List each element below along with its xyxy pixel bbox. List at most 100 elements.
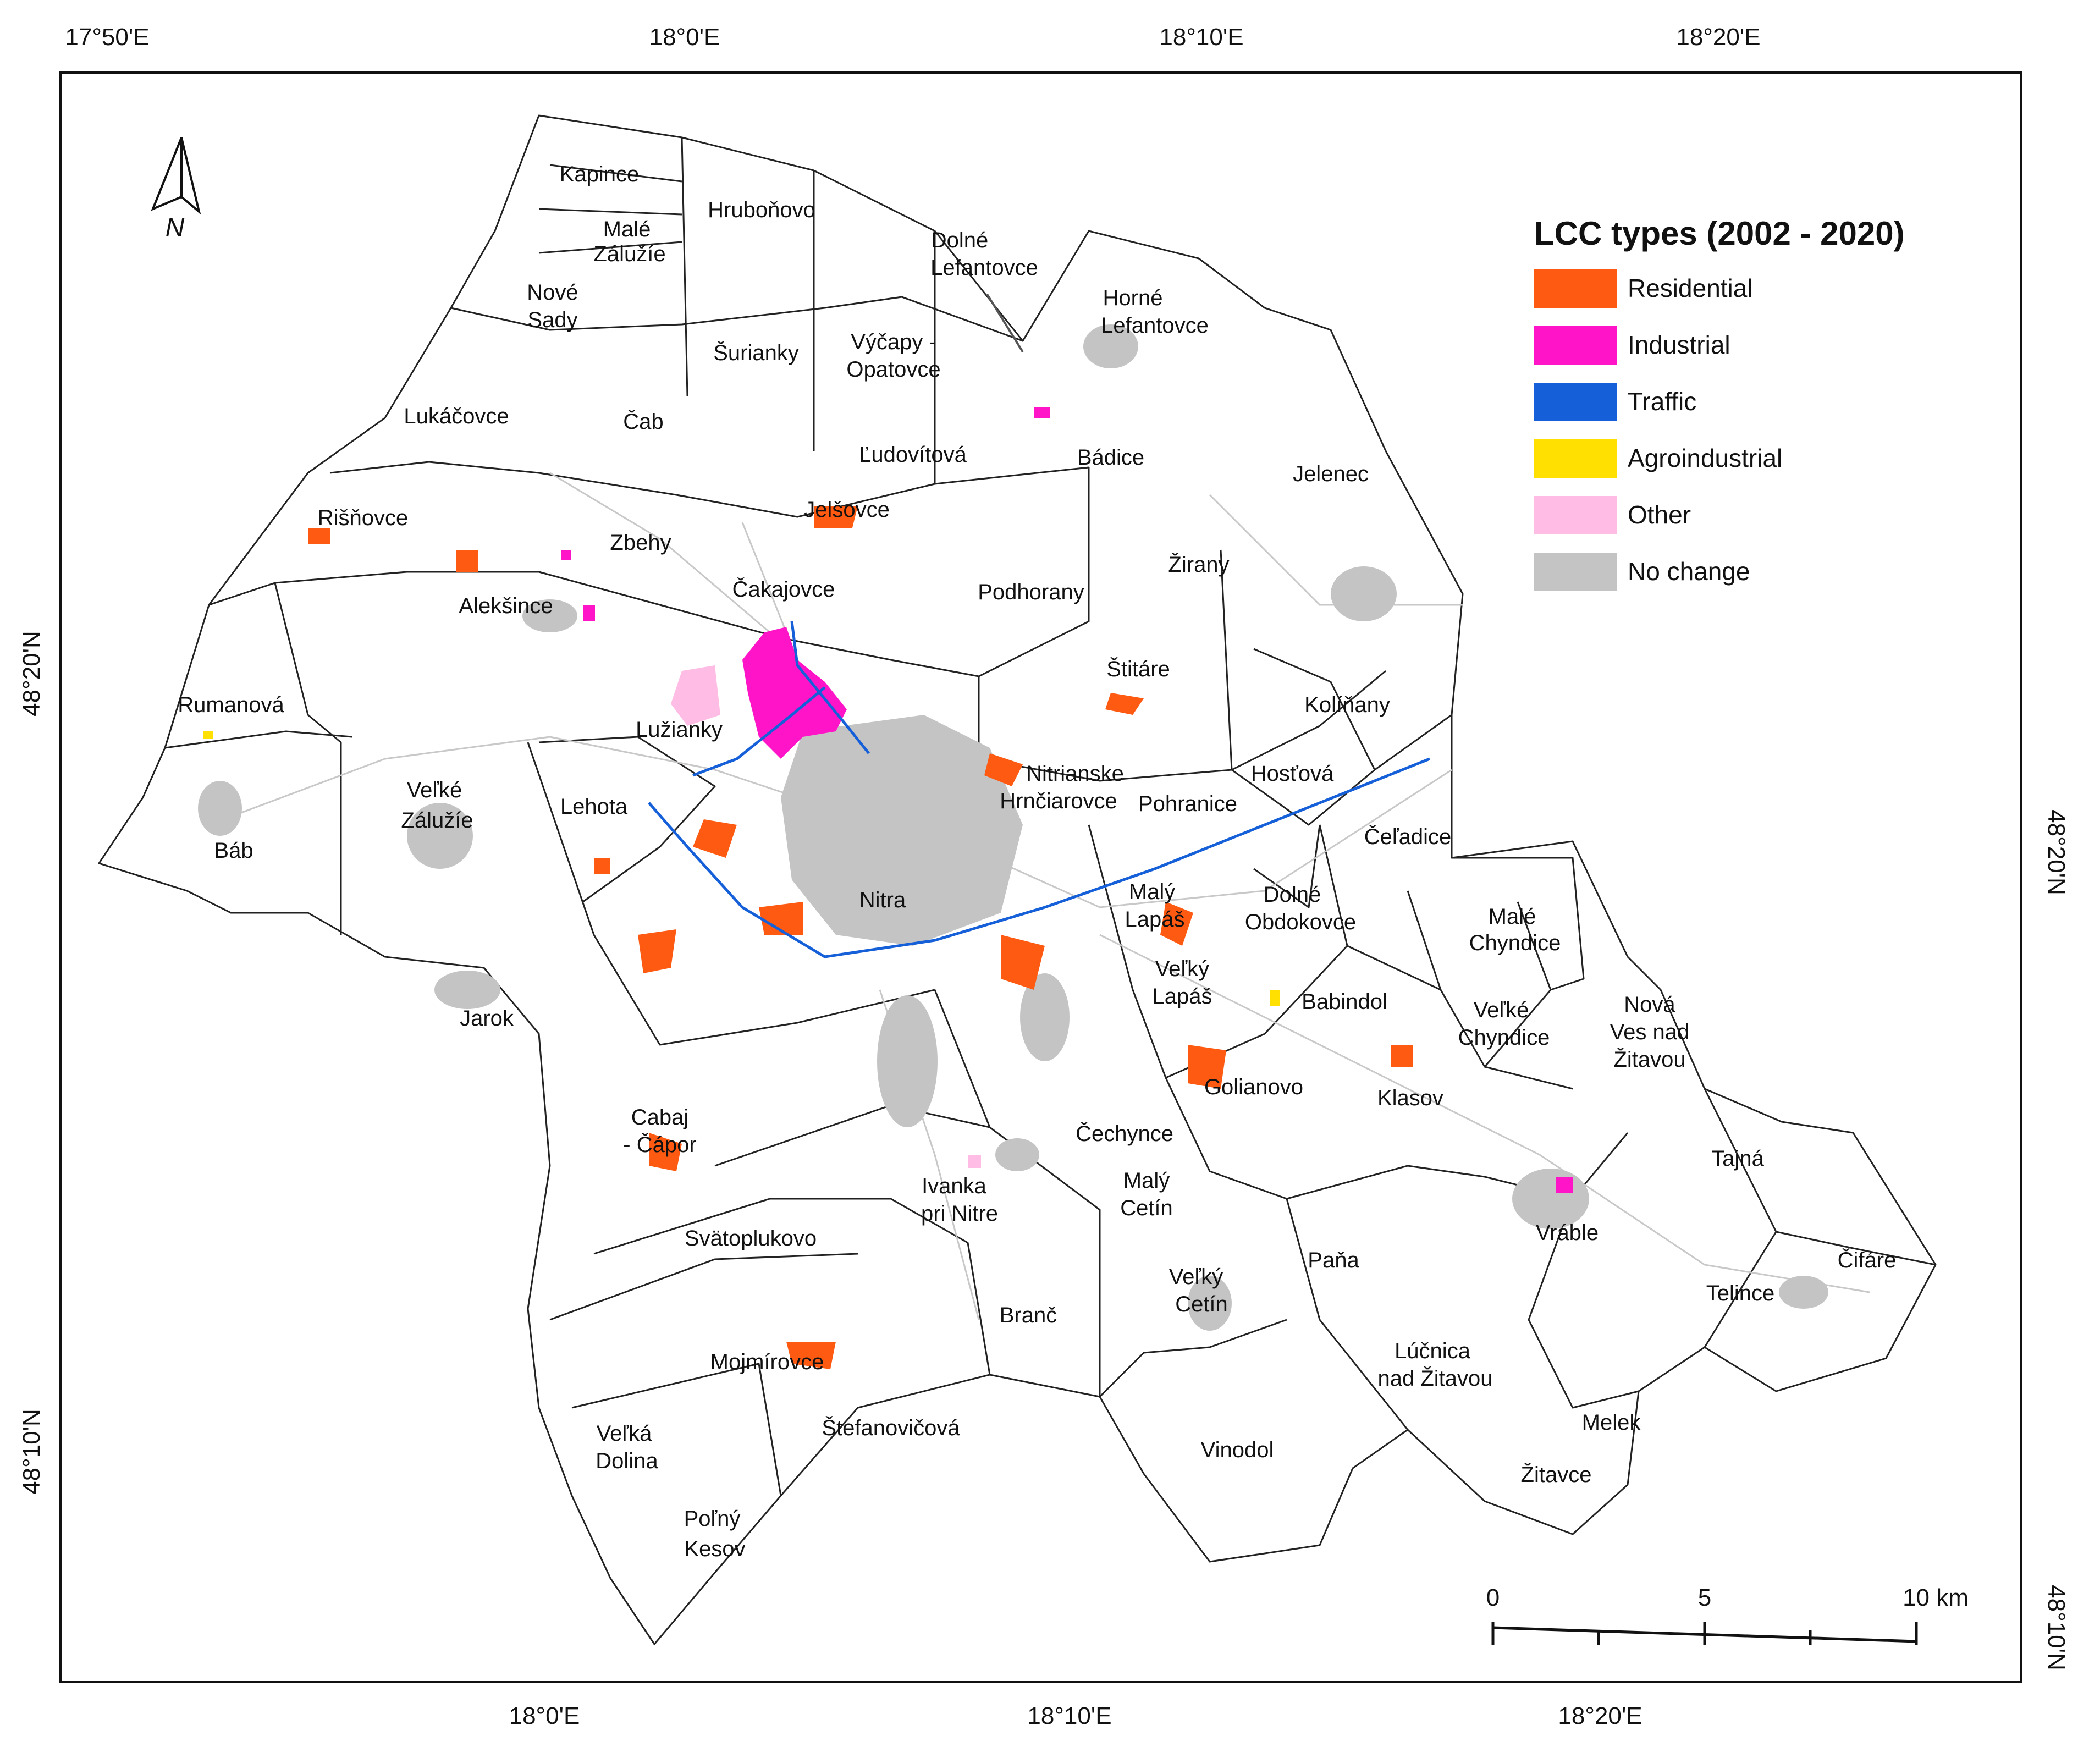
municipality-label: Záluží­e: [401, 808, 473, 833]
top-lon-label: 18°20'E: [1676, 24, 1760, 51]
municipality-label: Ivanka: [922, 1174, 987, 1198]
legend-label: Agroindustrial: [1628, 444, 1782, 472]
legend-label: Other: [1628, 500, 1691, 529]
municipality-boundaries: [164, 137, 1936, 1496]
municipality-label: Ľudovítová: [859, 443, 967, 467]
municipality-label: Čakajovce: [732, 577, 835, 602]
municipality-label: Melek: [1582, 1410, 1641, 1435]
municipality-label: Chyndice: [1469, 931, 1561, 955]
municipality-label: Dolina: [596, 1449, 658, 1473]
residential-change-areas: [308, 506, 1413, 1369]
bottom-lon-label: 18°20'E: [1558, 1702, 1642, 1729]
municipality-label: Dolné: [931, 228, 989, 252]
municipality-label: Hrnčiarovce: [1000, 789, 1117, 813]
agroindustrial-change-areas: [203, 731, 1280, 1006]
right-latitude-labels: 48°20'N 48°10'N: [2043, 809, 2070, 1671]
municipality-label: Rumanová: [178, 693, 284, 717]
legend-swatch: [1534, 269, 1617, 308]
dolne-lefantovce-leader-line: [986, 293, 1024, 353]
municipality-label: Cabaj: [631, 1105, 689, 1129]
municipality-label: Kolíňany: [1304, 693, 1390, 717]
municipality-label: Branč: [1000, 1303, 1057, 1327]
top-lon-label: 17°50'E: [65, 24, 149, 51]
municipality-label: Výčapy -: [851, 330, 936, 354]
municipality-label: Jelšovce: [804, 498, 890, 522]
municipality-label: Dolné: [1264, 883, 1321, 907]
legend-item: Other: [1534, 496, 1691, 534]
right-lat-label: 48°20'N: [2043, 809, 2070, 895]
legend-label: No change: [1628, 557, 1750, 586]
municipality-label: Pohranice: [1138, 792, 1237, 816]
municipality-label: Lukáčovce: [404, 404, 509, 428]
legend-item: No change: [1534, 553, 1750, 591]
municipality-label: Lužianky: [636, 718, 723, 742]
municipality-label: Poľný: [684, 1507, 741, 1531]
top-lon-label: 18°0'E: [649, 24, 720, 51]
municipality-label: Lehota: [560, 795, 628, 819]
bottom-lon-label: 18°0'E: [509, 1702, 580, 1729]
municipality-label: Kesov: [684, 1537, 745, 1561]
municipality-label: Čifáre: [1838, 1248, 1897, 1272]
municipality-label: Jelenec: [1293, 462, 1369, 486]
bottom-lon-label: 18°10'E: [1027, 1702, 1111, 1729]
legend-item: Agroindustrial: [1534, 439, 1782, 478]
municipality-labels: Kapince Malé Záluží­e Hruboňovo Nové Sad…: [178, 162, 1896, 1561]
municipality-label: Veľká: [597, 1421, 652, 1446]
legend-label: Traffic: [1628, 387, 1696, 416]
municipality-label: Vráble: [1536, 1221, 1599, 1245]
municipality-label: Žitavce: [1521, 1462, 1592, 1487]
legend-label: Residential: [1628, 274, 1753, 302]
legend-label: Industrial: [1628, 330, 1730, 359]
legend-swatch: [1534, 439, 1617, 478]
municipality-label: Štitáre: [1106, 657, 1170, 681]
municipality-label: Cetín: [1175, 1292, 1228, 1316]
municipality-label: Čab: [623, 409, 663, 434]
legend-swatch: [1534, 326, 1617, 365]
municipality-label: Telince: [1706, 1281, 1775, 1305]
municipality-label: pri Nitre: [921, 1202, 998, 1226]
municipality-label: Šurianky: [713, 340, 799, 365]
top-lon-label: 18°10'E: [1159, 24, 1243, 51]
municipality-label: - Čápor: [623, 1132, 696, 1157]
municipality-label: Žitavou: [1613, 1047, 1685, 1072]
legend-item: Residential: [1534, 269, 1753, 308]
municipality-label: Štefanovičová: [822, 1415, 960, 1440]
municipality-label: Svätoplukovo: [685, 1226, 817, 1250]
municipality-label: Cetín: [1120, 1196, 1173, 1220]
municipality-label: Tajná: [1711, 1147, 1764, 1171]
municipality-label: Žirany: [1168, 552, 1229, 577]
legend-item: Traffic: [1534, 383, 1696, 421]
left-lat-label: 48°10'N: [18, 1409, 45, 1495]
municipality-label: Opatovce: [846, 357, 940, 382]
scale-bar: 0 5 10 km: [1486, 1584, 1969, 1645]
municipality-label: Alekšince: [459, 594, 553, 618]
municipality-label: Bádice: [1077, 445, 1144, 470]
municipality-label: Lefantovce: [930, 256, 1038, 280]
other-change-areas: [671, 665, 981, 1168]
municipality-label: Lefantovce: [1101, 313, 1209, 338]
municipality-label: Hosťová: [1251, 762, 1334, 786]
municipality-label: Záluží­e: [593, 242, 665, 266]
municipality-label: Golianovo: [1204, 1075, 1303, 1099]
municipality-label: Obdokovce: [1245, 910, 1356, 934]
municipality-label: Ves nad: [1610, 1020, 1690, 1044]
municipality-label: Veľké: [1474, 998, 1529, 1022]
scale-tick-label: 5: [1698, 1584, 1711, 1611]
municipality-label: Hruboňovo: [708, 198, 815, 222]
municipality-label: Báb: [214, 839, 253, 863]
traffic-change-lines: [648, 621, 1430, 958]
municipality-label: Paňa: [1308, 1248, 1359, 1272]
scale-tick-label: 10 km: [1903, 1584, 1969, 1611]
municipality-label: Malé: [603, 217, 651, 241]
left-latitude-labels: 48°20'N 48°10'N: [18, 631, 45, 1495]
municipality-label: Lapáš: [1153, 984, 1212, 1008]
municipality-label: Lapáš: [1125, 907, 1185, 932]
municipality-label: Horné: [1103, 286, 1163, 310]
left-lat-label: 48°20'N: [18, 631, 45, 717]
municipality-label: Jarok: [460, 1006, 514, 1030]
municipality-label: Veľké: [407, 778, 462, 802]
municipality-label: Malý: [1123, 1169, 1170, 1193]
municipality-label: Veľký: [1155, 957, 1209, 981]
legend-swatch: [1534, 383, 1617, 421]
